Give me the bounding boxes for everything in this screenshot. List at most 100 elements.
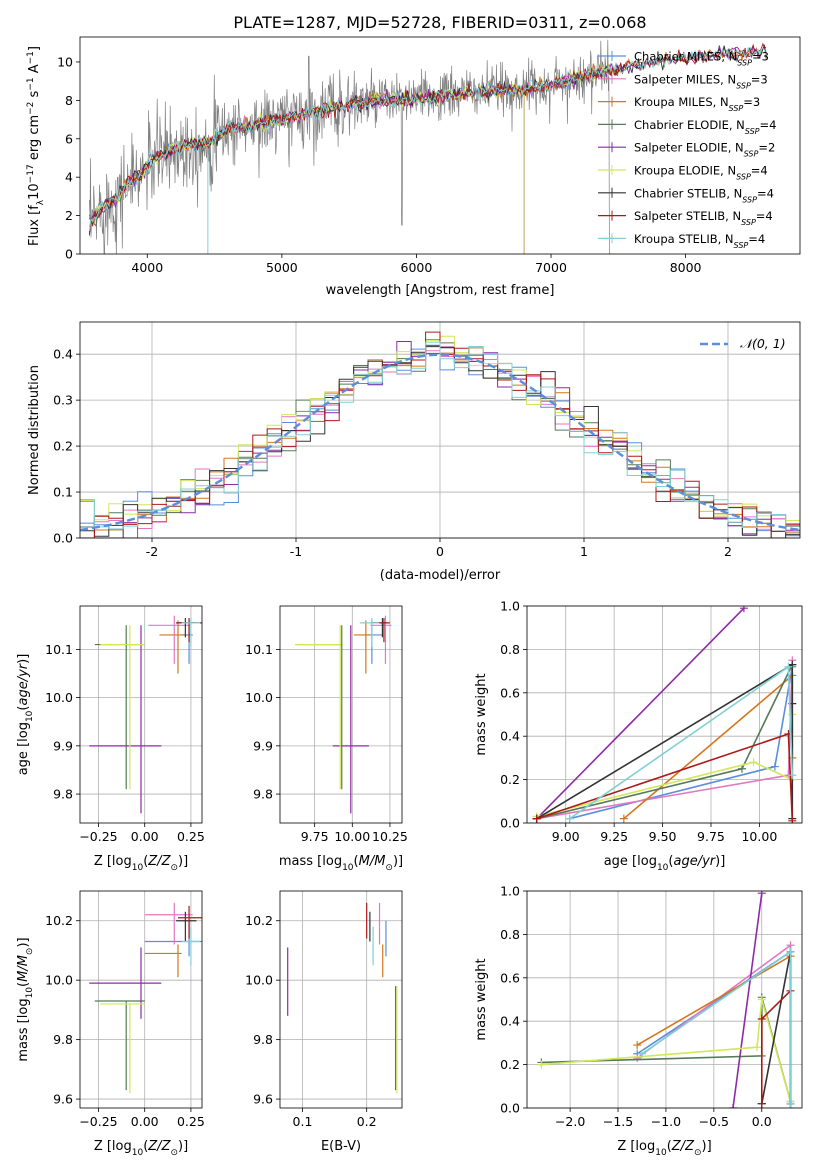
y-tick-label: 0 (65, 247, 73, 262)
y-tick-label: 10.0 (45, 690, 73, 705)
plot-spectrum: 4000 5000 6000 7000 8000 0 2 4 6 8 10 wavelength [A… (26, 36, 801, 298)
x-tick-label: 0.25 (177, 1114, 205, 1129)
x-tick-label: 10.00 (334, 829, 370, 844)
y-axis-label: mass weight (474, 958, 489, 1040)
errorbar-salpeter-elodie (89, 947, 162, 1019)
y-tick-label: 8 (65, 93, 73, 108)
plot-age-vs-Z: −0.25 0.00 0.25 9.8 9.9 10.0 10.1 Z [log10(Z/Z⊙… (16, 605, 205, 873)
weight-marker (619, 814, 628, 823)
errorbar-salpeter-elodie (89, 625, 162, 814)
errorbar-kroupa-miles (159, 620, 186, 674)
y-tick-label: 10.0 (45, 973, 73, 988)
y-tick-label: 0.1 (53, 485, 73, 500)
errorbar-chabrier-stelib (176, 911, 197, 942)
plot-mass-vs-Z: −0.25 0.00 0.25 9.6 9.8 10.0 10.2 Z [log10(Z/Z⊙… (16, 890, 205, 1158)
plot-frame (79, 36, 801, 255)
x-tick-label: −0.25 (79, 829, 117, 844)
plot-frame (279, 605, 403, 824)
weight-marker (786, 1099, 795, 1108)
legend-label: Chabrier ELODIE, NSSP=4 (634, 118, 776, 136)
ticks: 4000 5000 6000 7000 8000 0 2 4 6 8 10 (57, 54, 701, 275)
legend-label: Chabrier STELIB, NSSP=4 (634, 186, 774, 204)
y-tick-label: 0.0 (53, 531, 73, 546)
spectrum-title: PLATE=1287, MJD=52728, FIBERID=0311, z=0… (233, 13, 646, 32)
x-tick-label: 0.2 (357, 1114, 377, 1129)
y-tick-label: 0.8 (500, 927, 520, 942)
errorbar-kroupa-stelib (181, 926, 201, 966)
plot-background (280, 891, 402, 1108)
plot-frame (79, 321, 801, 539)
y-axis-label: age [log10(age/yr)] (16, 654, 35, 776)
weight-marker (757, 1015, 766, 1024)
y-tick-label: 1.0 (500, 599, 520, 614)
y-tick-label: 9.8 (53, 787, 73, 802)
x-tick-label: 0.1 (293, 1114, 313, 1129)
weight-series-salpeter-elodie (729, 891, 766, 1108)
plot-frame (279, 890, 403, 1109)
x-tick-label: 9.75 (697, 829, 725, 844)
legend-label: Salpeter MILES, NSSP=3 (634, 72, 768, 90)
x-tick-label: -2 (146, 544, 158, 559)
weight-marker (770, 762, 779, 771)
errorbar-kroupa-stelib (181, 618, 201, 647)
y-tick-label: 4 (65, 170, 73, 185)
ticks: −0.25 0.00 0.25 9.8 9.9 10.0 10.1 (45, 642, 205, 844)
y-tick-label: 0.3 (53, 393, 73, 408)
grid (280, 606, 402, 823)
y-tick-label: 9.6 (53, 1092, 73, 1107)
x-tick-label: 0.0 (752, 1114, 772, 1129)
y-tick-label: 0.6 (500, 970, 520, 985)
weight-marker (749, 758, 758, 767)
y-tick-label: 0.4 (500, 729, 520, 744)
errorbar-salpeter-miles (144, 902, 193, 945)
plot-weight-vs-age: 9.00 9.25 9.50 9.75 10.00 0.0 0.2 0.4 0.6 0.8 1.0 a… (474, 599, 803, 873)
weight-marker (633, 1041, 642, 1050)
legend-label: Chabrier MILES, NSSP=3 (634, 50, 769, 68)
y-tick-label: 9.8 (253, 1032, 273, 1047)
y-tick-label: 9.9 (253, 738, 273, 753)
errorbar-salpeter-stelib (177, 905, 202, 939)
plot-frame (79, 605, 203, 824)
x-axis-label: mass [log10(M/M⊙)] (279, 854, 403, 873)
errorbar-kroupa-elodie (100, 1003, 145, 1094)
plot-area (89, 615, 202, 814)
weight-marker (788, 816, 797, 823)
ticks: 0.1 0.2 9.6 9.8 10.0 10.2 (245, 913, 376, 1129)
legend-label: Salpeter ELODIE, NSSP=2 (634, 141, 775, 159)
x-tick-label: 10.00 (741, 829, 777, 844)
legend-label: Kroupa ELODIE, NSSP=4 (634, 164, 768, 182)
x-tick-label: 0.25 (177, 829, 205, 844)
y-tick-label: 0.6 (500, 685, 520, 700)
weight-marker (784, 662, 793, 671)
histogram-salpeter-elodie (80, 341, 800, 538)
x-tick-label: 10.25 (372, 829, 408, 844)
x-tick-label: 7000 (535, 260, 567, 275)
gaussian-curve (80, 353, 800, 532)
x-tick-label: 6000 (401, 260, 433, 275)
x-tick-label: 0.00 (131, 829, 159, 844)
plot-area (89, 902, 202, 1094)
model-line-kroupa-stelib (88, 47, 767, 231)
x-tick-label: 0 (436, 544, 444, 559)
ticks: 9.00 9.25 9.50 9.75 10.00 0.0 0.2 0.4 0.6 0.8 1.0 (500, 599, 777, 845)
weight-marker (752, 1043, 761, 1052)
plot-mass-vs-ebv: 0.1 0.2 9.6 9.8 10.0 10.2 E(B-V) (245, 890, 403, 1154)
weight-series-kroupa-stelib (637, 947, 795, 1108)
y-tick-label: 9.6 (253, 1092, 273, 1107)
weight-marker (757, 1099, 766, 1108)
weight-marker (729, 1104, 738, 1108)
plot-frame (526, 605, 803, 824)
weight-marker (739, 606, 748, 613)
weight-marker (786, 947, 795, 956)
x-tick-label: −0.5 (699, 1114, 729, 1129)
y-tick-label: 0.4 (500, 1014, 520, 1029)
x-tick-label: 9.50 (649, 829, 677, 844)
histogram-kroupa-stelib (80, 341, 800, 533)
plot-background (280, 606, 402, 823)
ticks: −2.0 −1.5 −1.0 −0.5 0.0 0.0 0.2 0.4 0.6 0.8 1.0 (500, 884, 772, 1130)
y-tick-label: 10 (57, 54, 73, 69)
x-tick-label: −0.25 (79, 1114, 117, 1129)
weight-marker (532, 814, 541, 823)
x-axis-label: Z [log10(Z/Z⊙)] (94, 1139, 188, 1158)
